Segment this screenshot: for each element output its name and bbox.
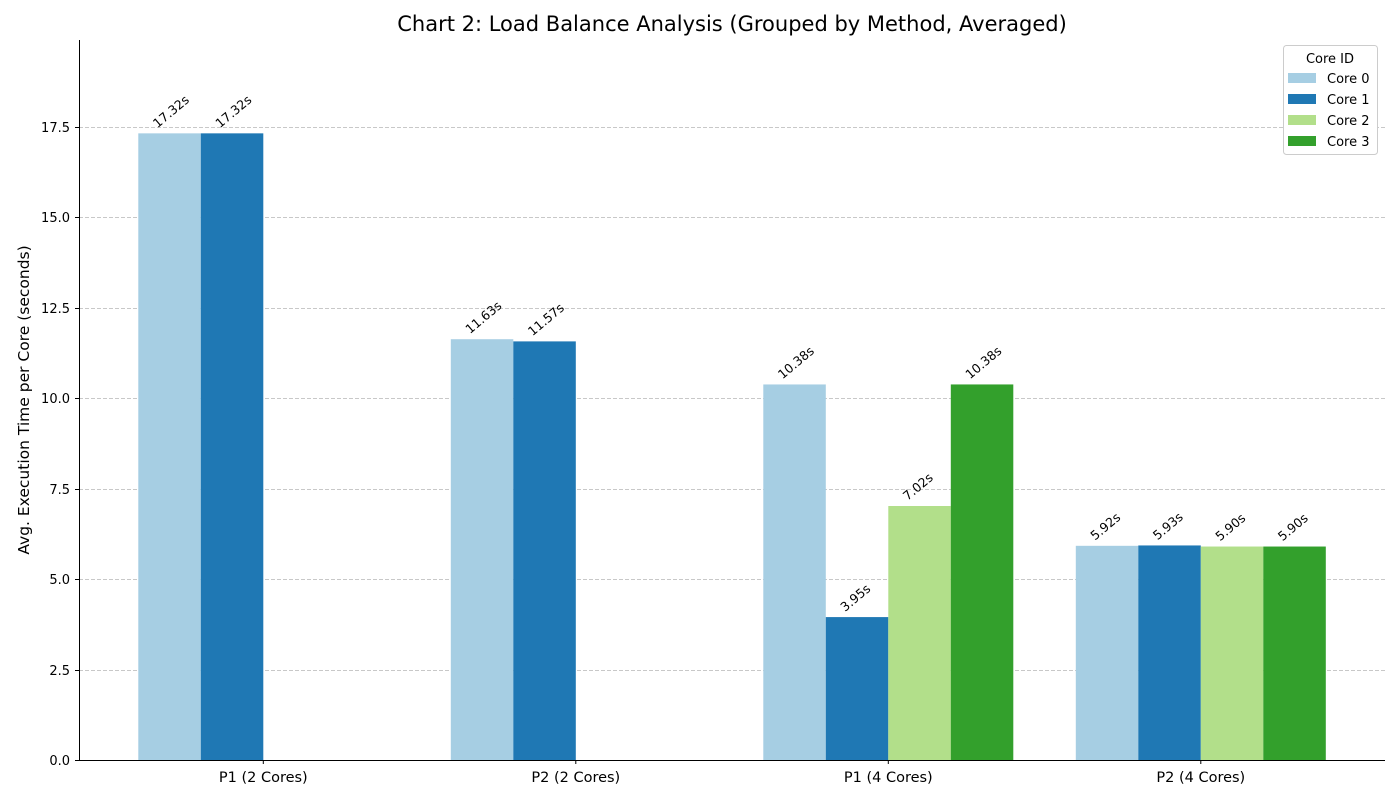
x-tick-label: P2 (2 Cores) — [531, 770, 620, 786]
legend-items: Core 0 Core 1 Core 2 Core 3 — [1288, 72, 1370, 150]
x-tick-label: P1 (2 Cores) — [219, 770, 308, 786]
bar-value-label: 5.90s — [1212, 510, 1248, 544]
x-ticks: P1 (2 Cores) P2 (2 Cores) P1 (4 Cores) P2 (… — [219, 760, 1245, 786]
legend-label: Core 2 — [1327, 114, 1370, 129]
bar-value-label: 3.95s — [837, 581, 873, 615]
x-tick-label: P2 (4 Cores) — [1156, 770, 1245, 786]
bar-core-0 — [138, 133, 201, 760]
bar-core-3 — [950, 384, 1014, 760]
bar-core-0 — [1075, 545, 1139, 760]
bar-core-3 — [1263, 546, 1326, 760]
bar-value-label: 5.93s — [1150, 509, 1186, 543]
legend-swatch — [1288, 94, 1316, 104]
bar-core-1 — [200, 133, 264, 760]
bar-core-0 — [763, 384, 826, 760]
bar-value-label: 17.32s — [212, 92, 254, 131]
bar-core-0 — [450, 339, 514, 760]
bar-value-label: 5.92s — [1087, 510, 1123, 544]
bar-value-label: 17.32s — [150, 92, 192, 131]
bar-value-label: 11.63s — [462, 298, 504, 337]
y-axis-label: Avg. Execution Time per Core (seconds) — [15, 245, 33, 554]
y-tick-label: 7.5 — [49, 483, 70, 498]
legend-swatch — [1288, 136, 1316, 146]
y-tick-label: 2.5 — [49, 664, 70, 679]
y-tick-label: 17.5 — [41, 121, 70, 136]
legend-swatch — [1288, 73, 1316, 83]
x-tick-label: P1 (4 Cores) — [844, 770, 933, 786]
axes — [79, 40, 1385, 761]
y-tick-label: 0.0 — [49, 754, 70, 769]
y-tick-label: 10.0 — [41, 392, 70, 407]
bar-value-label: 10.38s — [962, 343, 1004, 382]
legend: Core ID Core 0 Core 1 Core 2 Core 3 — [1283, 45, 1378, 155]
bar-value-label: 11.57s — [525, 300, 567, 339]
bar-core-2 — [1200, 546, 1264, 760]
legend-label: Core 3 — [1327, 135, 1370, 150]
y-ticks: 0.0 2.5 5.0 7.5 10.0 12.5 15.0 17.5 — [41, 121, 79, 769]
bar-value-label: 5.90s — [1275, 510, 1311, 544]
bar-core-1 — [1138, 545, 1201, 760]
legend-box — [1283, 45, 1378, 155]
y-tick-label: 12.5 — [41, 302, 70, 317]
bar-core-1 — [825, 617, 889, 760]
bar-core-1 — [513, 341, 576, 760]
chart-title: Chart 2: Load Balance Analysis (Grouped … — [397, 12, 1067, 36]
legend-title: Core ID — [1306, 52, 1354, 67]
bar-core-2 — [888, 506, 951, 760]
y-tick-label: 5.0 — [49, 573, 70, 588]
y-tick-label: 15.0 — [41, 211, 70, 226]
legend-label: Core 1 — [1327, 93, 1370, 108]
legend-swatch — [1288, 115, 1316, 125]
bar-value-label: 10.38s — [775, 343, 817, 382]
bars — [138, 133, 1326, 760]
data-labels: 17.32s 17.32s 11.63s 11.57s 10.38s 3.95s 7.02s… — [150, 92, 1311, 614]
bar-value-label: 7.02s — [900, 470, 936, 504]
legend-label: Core 0 — [1327, 72, 1370, 87]
